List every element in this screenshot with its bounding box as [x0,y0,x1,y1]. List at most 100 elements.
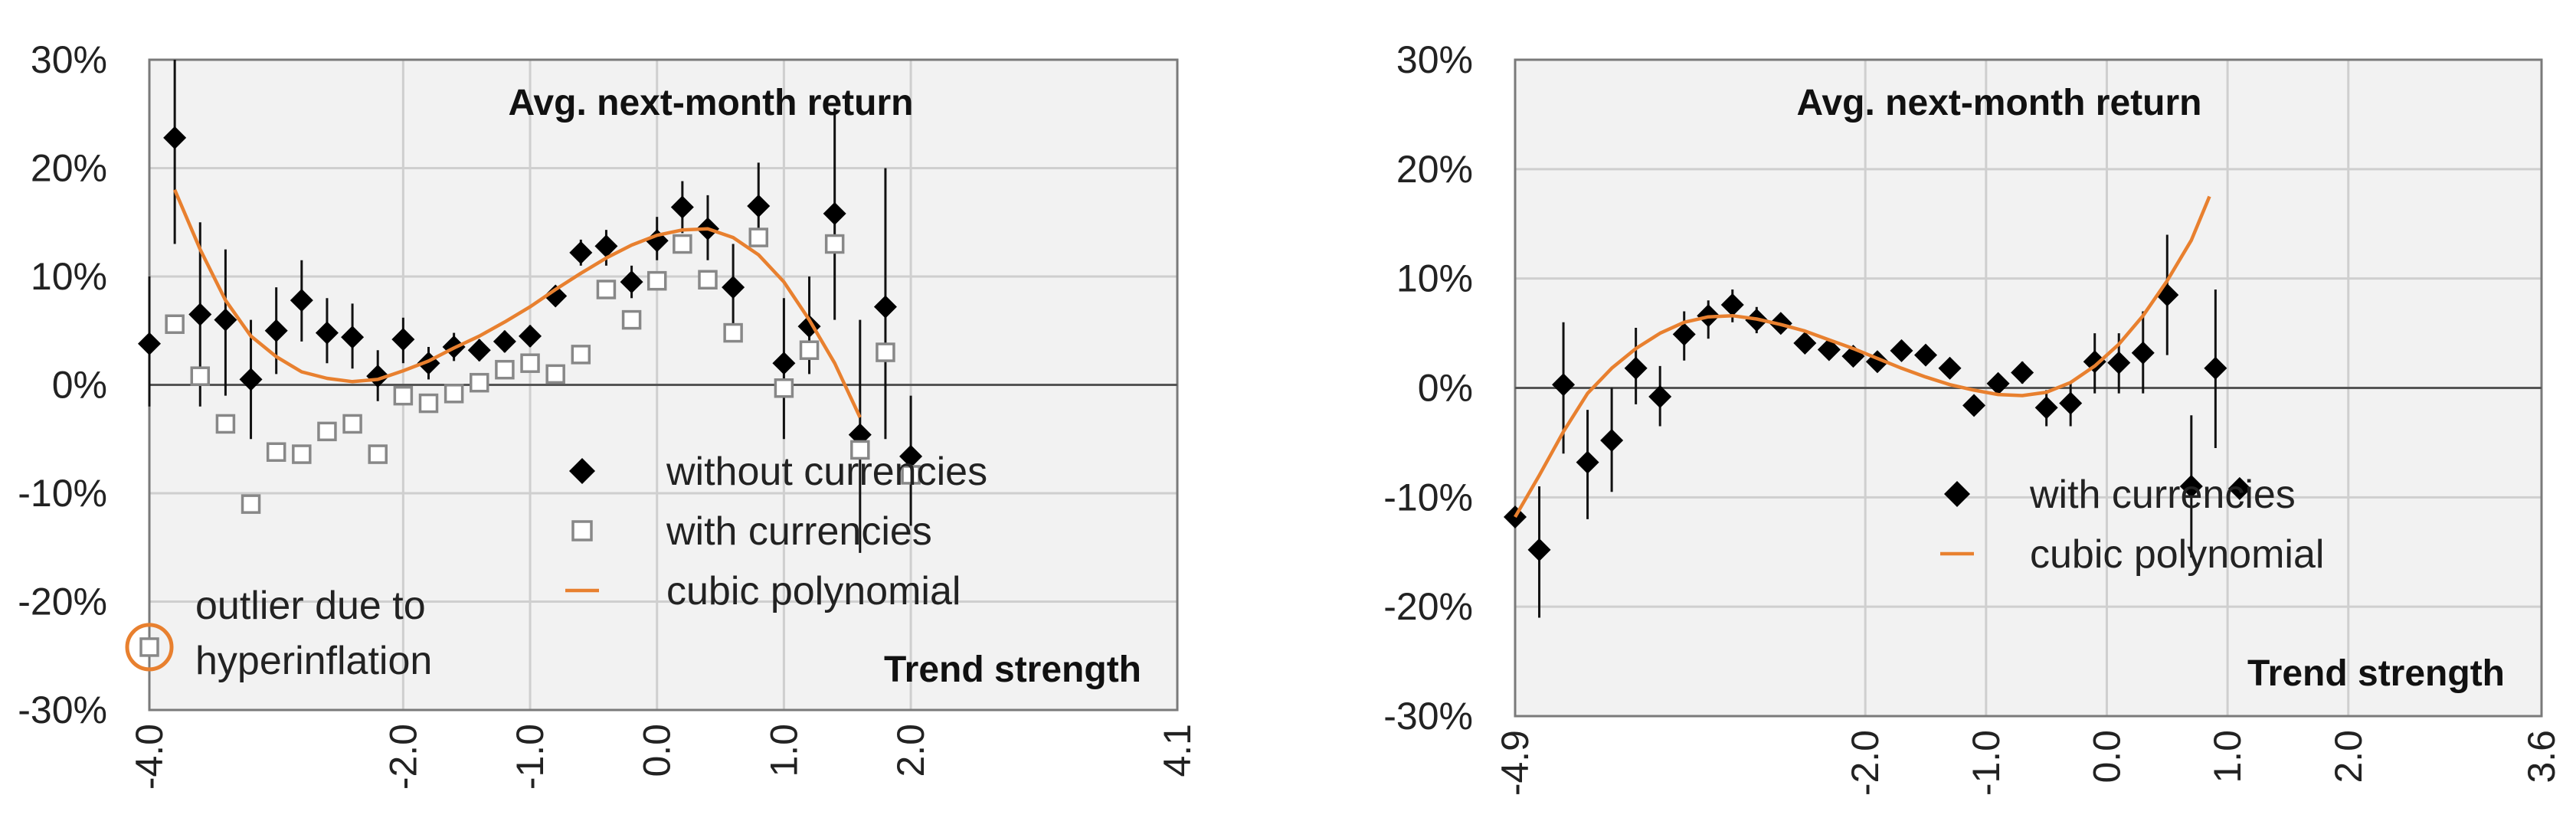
chart-title: Avg. next-month return [1797,83,2202,123]
data-point [596,280,617,299]
data-point [1527,538,1551,561]
x-tick-label: -1.0 [509,724,552,790]
data-point [418,393,439,414]
data-point [646,270,667,291]
data-point [774,378,794,398]
data-point [315,321,339,345]
series-line-2 [173,188,862,418]
y-tick-label: 30% [1396,38,1473,81]
data-point [899,444,923,468]
data-point [772,352,796,375]
data-point [545,364,565,384]
data-point [266,442,286,462]
data-point [1986,371,2010,395]
data-point [1624,356,1648,380]
data-point [138,332,161,355]
data-point [342,414,362,434]
data-point [519,324,542,348]
x-tick-label: -2.0 [381,724,424,790]
legend-label: without currencies [666,450,987,494]
x-tick-label: 0.0 [2085,730,2128,784]
data-point [495,359,515,380]
data-point [444,384,464,404]
y-tick-label: 20% [31,147,107,190]
legend-diamond-swatch [1944,481,1970,507]
legend-diamond-swatch [569,458,595,484]
data-point [239,368,263,391]
data-point [165,314,185,335]
data-point [368,444,388,464]
y-tick-label: -20% [18,581,107,623]
x-tick-label: 0.0 [636,724,679,777]
x-axis-label: Trend strength [2247,653,2505,694]
data-point [747,195,771,218]
data-point [341,326,365,349]
data-point [1648,384,1672,408]
data-point [1504,505,1527,529]
data-point [748,227,769,247]
data-point [723,322,743,343]
y-tick-label: 10% [31,255,107,298]
x-tick-label: 2.0 [889,724,932,777]
data-point [188,303,212,326]
y-tick-label: 0% [1418,367,1473,410]
right-chart-panel: -30% -20% -10% 0% 10% 20% 30% -4.9 -2.0 -1.0 0.0 1.… [1383,38,2563,796]
x-tick-label: 3.6 [2520,730,2563,784]
data-point [264,319,288,342]
data-point [1890,339,1913,362]
data-point [621,309,642,330]
data-point [2059,391,2083,415]
data-point [493,329,516,353]
chart-title: Avg. next-month return [509,83,914,123]
y-tick-label: 30% [31,38,107,81]
data-point [139,637,159,657]
x-axis-label: Trend strength [884,649,1141,690]
data-point [292,444,312,464]
x-tick-label: -4.9 [1494,730,1537,796]
legend-label: cubic polynomial [2030,532,2324,577]
data-point [1962,394,1986,417]
data-point [1672,322,1696,346]
data-point [1576,450,1599,474]
data-point [366,365,390,388]
data-point [163,126,187,149]
data-point [391,328,415,352]
data-point [2204,356,2227,380]
y-tick-label: 10% [1396,257,1473,300]
y-tick-label: 0% [52,364,107,407]
data-point [850,440,870,460]
data-point [1793,331,1817,355]
data-point [722,276,745,299]
data-point [470,372,489,393]
legend-label: with currencies [2029,473,2296,517]
data-point [873,295,897,319]
legend-label: cubic polynomial [666,569,961,613]
annotation-text: hyperinflation [195,639,432,683]
data-point [1552,373,1576,397]
data-point [824,234,845,254]
data-point [1600,429,1624,453]
x-tick-label: -2.0 [1844,730,1887,796]
x-tick-label: 1.0 [762,724,805,777]
series-line-1 [1514,195,2211,519]
data-point [799,340,820,360]
data-point [317,421,337,442]
y-tick-label: -20% [1383,585,1473,628]
y-tick-label: -10% [18,472,107,515]
data-point [823,201,846,225]
data-point [520,353,540,373]
legend-label: with currencies [666,509,932,554]
data-point [393,385,414,406]
x-tick-label: 2.0 [2327,730,2370,784]
annotation-text: outlier due to [195,584,426,628]
data-point [1720,293,1744,316]
data-point [1817,338,1841,362]
outlier-highlight-circle [125,623,174,672]
data-point [467,339,491,362]
data-point [901,465,921,485]
data-point [670,195,694,219]
data-point [673,234,692,254]
data-point [569,240,593,264]
data-point [190,366,211,386]
